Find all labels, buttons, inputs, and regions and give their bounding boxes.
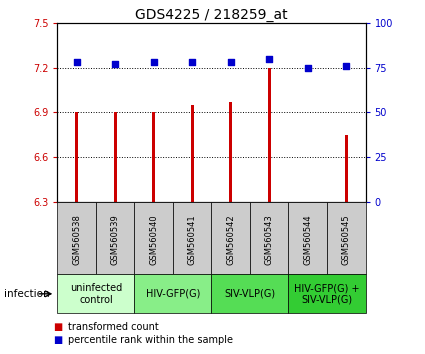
Text: GSM560541: GSM560541 xyxy=(188,214,197,265)
Text: GSM560542: GSM560542 xyxy=(226,214,235,265)
Bar xyxy=(289,274,366,313)
Bar xyxy=(96,202,134,274)
Text: transformed count: transformed count xyxy=(68,322,159,332)
Bar xyxy=(327,202,366,274)
Bar xyxy=(211,202,250,274)
Bar xyxy=(75,112,78,202)
Point xyxy=(112,61,119,67)
Text: GSM560538: GSM560538 xyxy=(72,214,81,265)
Bar xyxy=(173,202,211,274)
Bar xyxy=(134,202,173,274)
Text: HIV-GFP(G): HIV-GFP(G) xyxy=(146,289,200,299)
Text: ■: ■ xyxy=(53,335,62,345)
Text: uninfected
control: uninfected control xyxy=(70,283,122,305)
Text: GSM560539: GSM560539 xyxy=(110,214,120,265)
Bar xyxy=(268,68,271,202)
Bar xyxy=(191,105,194,202)
Bar xyxy=(57,274,134,313)
Text: HIV-GFP(G) +
SIV-VLP(G): HIV-GFP(G) + SIV-VLP(G) xyxy=(294,283,360,305)
Bar xyxy=(250,202,289,274)
Bar xyxy=(113,112,117,202)
Bar xyxy=(229,102,232,202)
Point xyxy=(73,59,80,65)
Point xyxy=(189,59,196,65)
Text: ■: ■ xyxy=(53,322,62,332)
Text: GSM560544: GSM560544 xyxy=(303,214,312,265)
Bar xyxy=(211,274,289,313)
Text: GSM560543: GSM560543 xyxy=(265,214,274,265)
Bar xyxy=(306,202,309,310)
Title: GDS4225 / 218259_at: GDS4225 / 218259_at xyxy=(135,8,288,22)
Point xyxy=(266,56,272,62)
Bar xyxy=(345,135,348,202)
Point xyxy=(227,59,234,65)
Bar xyxy=(57,202,96,274)
Text: infection: infection xyxy=(4,289,50,299)
Bar xyxy=(152,112,155,202)
Bar xyxy=(134,274,211,313)
Bar xyxy=(289,202,327,274)
Point xyxy=(343,63,350,69)
Text: SIV-VLP(G): SIV-VLP(G) xyxy=(224,289,275,299)
Text: percentile rank within the sample: percentile rank within the sample xyxy=(68,335,233,345)
Text: GSM560545: GSM560545 xyxy=(342,214,351,265)
Text: GSM560540: GSM560540 xyxy=(149,214,158,265)
Point xyxy=(304,65,311,70)
Point xyxy=(150,59,157,65)
